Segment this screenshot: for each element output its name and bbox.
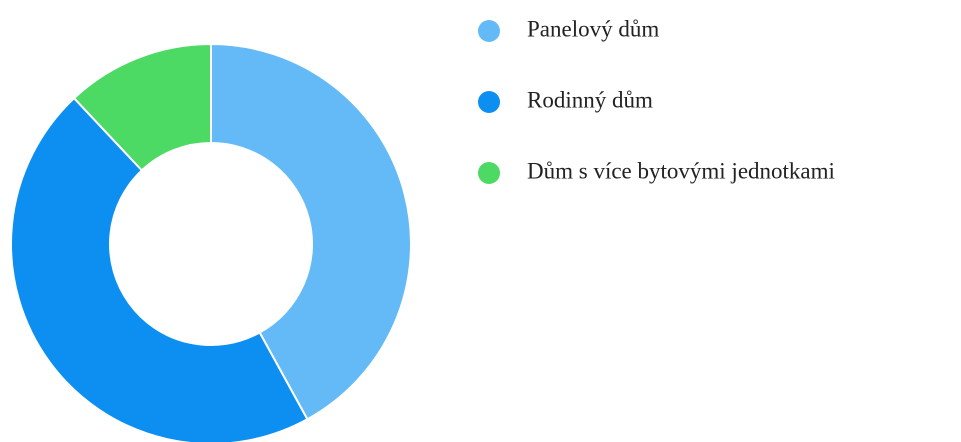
legend-label: Rodinný dům — [527, 87, 653, 112]
legend-label: Panelový dům — [527, 16, 659, 41]
legend-label: Dům s více bytovými jednotkami — [527, 158, 835, 183]
donut-segment — [210, 42, 412, 421]
donut-segment — [10, 96, 309, 442]
donut-segment — [72, 42, 212, 172]
legend-swatch — [478, 91, 500, 113]
legend-swatch — [478, 20, 500, 42]
legend-swatch — [478, 162, 500, 184]
